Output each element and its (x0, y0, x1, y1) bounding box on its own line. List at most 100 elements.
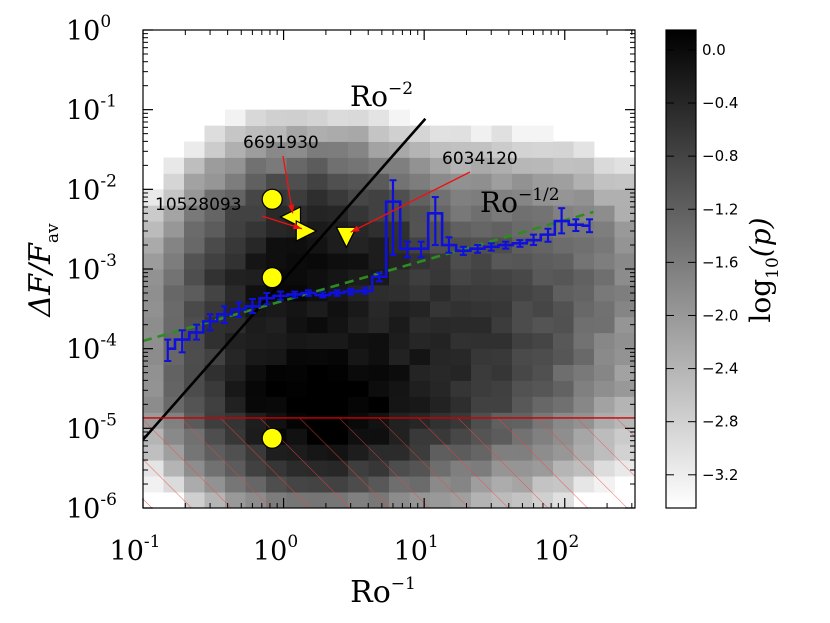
heatmap-cell (204, 396, 226, 413)
heatmap-cell (614, 253, 635, 270)
heatmap-cell (553, 253, 574, 270)
heatmap-cell (471, 396, 492, 413)
heatmap-cell (450, 189, 472, 206)
heatmap-cell (184, 380, 205, 397)
heatmap-cell (471, 364, 492, 381)
heatmap-cell (266, 300, 287, 318)
heatmap-cell (307, 332, 328, 350)
heatmap-cell (225, 380, 246, 397)
colorbar-tick-label: −2.8 (702, 413, 738, 431)
heatmap-cell (491, 253, 513, 270)
heatmap-cell (450, 300, 472, 318)
heatmap-cell (389, 316, 410, 334)
heatmap-cell (163, 269, 185, 286)
heatmap-cell (348, 173, 369, 190)
heatmap-cell (245, 205, 267, 222)
heatmap-cell (614, 237, 635, 254)
error-bar (164, 338, 172, 363)
heatmap-cell (430, 141, 451, 158)
heatmap-cell (204, 173, 226, 190)
heatmap-cell (245, 189, 267, 206)
heatmap-cell (389, 284, 410, 302)
annotation-arrow (350, 171, 471, 233)
heatmap-cell (307, 396, 328, 413)
heatmap-cell (532, 332, 554, 350)
y-tick-label: 10-4 (66, 331, 117, 366)
heatmap-cell (594, 221, 615, 238)
heatmap-cell (184, 205, 205, 222)
heatmap-cell (204, 189, 226, 206)
heatmap-cell (368, 316, 390, 334)
heatmap-cell (348, 125, 369, 142)
heatmap-cell (614, 316, 635, 334)
heatmap-cell (553, 284, 574, 302)
heatmap-cell (327, 189, 349, 206)
heatmap-cell (553, 332, 574, 350)
heatmap-cell (594, 300, 615, 318)
heatmap-cell (409, 141, 431, 158)
heatmap-cell (286, 173, 308, 190)
heatmap-cell (573, 380, 595, 397)
heatmap-cell (163, 284, 185, 302)
noise-hatched-region (143, 417, 635, 508)
heatmap-cell (245, 237, 267, 254)
error-bar (417, 240, 425, 259)
error-bar (263, 291, 271, 306)
star-marker-circle-mid (261, 266, 283, 289)
ro-minus-2-label: Ro−2 (350, 79, 413, 113)
heatmap-cell (512, 380, 533, 397)
heatmap-cell (327, 157, 349, 174)
heatmap-cell (225, 284, 246, 302)
heatmap-cell (184, 332, 205, 350)
heatmap-cell (245, 269, 267, 286)
heatmap-cell (491, 141, 513, 158)
heatmap-cell (614, 284, 635, 302)
heatmap-cell (245, 332, 267, 350)
heatmap-cell (409, 396, 431, 413)
heatmap-cell (245, 157, 267, 174)
heatmap-cell (348, 237, 369, 254)
colorbar-tick-label: −1.6 (702, 253, 738, 271)
heatmap-cell (348, 141, 369, 158)
heatmap-cell (327, 348, 349, 365)
heatmap-cell (368, 396, 390, 413)
heatmap-cell (225, 109, 246, 126)
heatmap-cell (368, 189, 390, 206)
heatmap-cell (184, 141, 205, 158)
heatmap-cell (430, 157, 451, 174)
heatmap-cell (143, 269, 164, 286)
heatmap-cell (594, 173, 615, 190)
y-tick: 10-3 (66, 251, 635, 286)
error-bar (403, 240, 411, 259)
star-marker-circle-high (261, 188, 283, 210)
heatmap-cell (409, 364, 431, 381)
y-tick: 10-1 (66, 92, 635, 127)
colorbar-tick-label: 0.0 (702, 41, 726, 59)
heatmap-cell (491, 221, 513, 238)
x-tick: 101 (394, 30, 439, 567)
heatmap-cell (430, 300, 451, 318)
error-bar (347, 288, 355, 296)
y-tick: 10-4 (66, 331, 635, 366)
colorbar-tick-label: −0.4 (702, 94, 738, 112)
heatmap-cell (163, 253, 185, 270)
heatmap-cell (348, 316, 369, 334)
heatmap-cell (573, 364, 595, 381)
heatmap-cell (614, 380, 635, 397)
heatmap-cell (614, 348, 635, 365)
heatmap-cell (266, 157, 287, 174)
error-bar (516, 239, 524, 248)
heatmap-cell (348, 332, 369, 350)
heatmap-cell (225, 157, 246, 174)
heatmap-cell (389, 364, 410, 381)
annotation-arrow (282, 155, 294, 214)
heatmap-cell (225, 269, 246, 286)
error-bar (276, 290, 284, 301)
heatmap-cell (409, 173, 431, 190)
heatmap-cell (491, 316, 513, 334)
heatmap-cell (389, 348, 410, 365)
heatmap-cell (307, 109, 328, 126)
heatmap-cell (450, 125, 472, 142)
heatmap-cell (409, 380, 431, 397)
heatmap-cell (594, 189, 615, 206)
